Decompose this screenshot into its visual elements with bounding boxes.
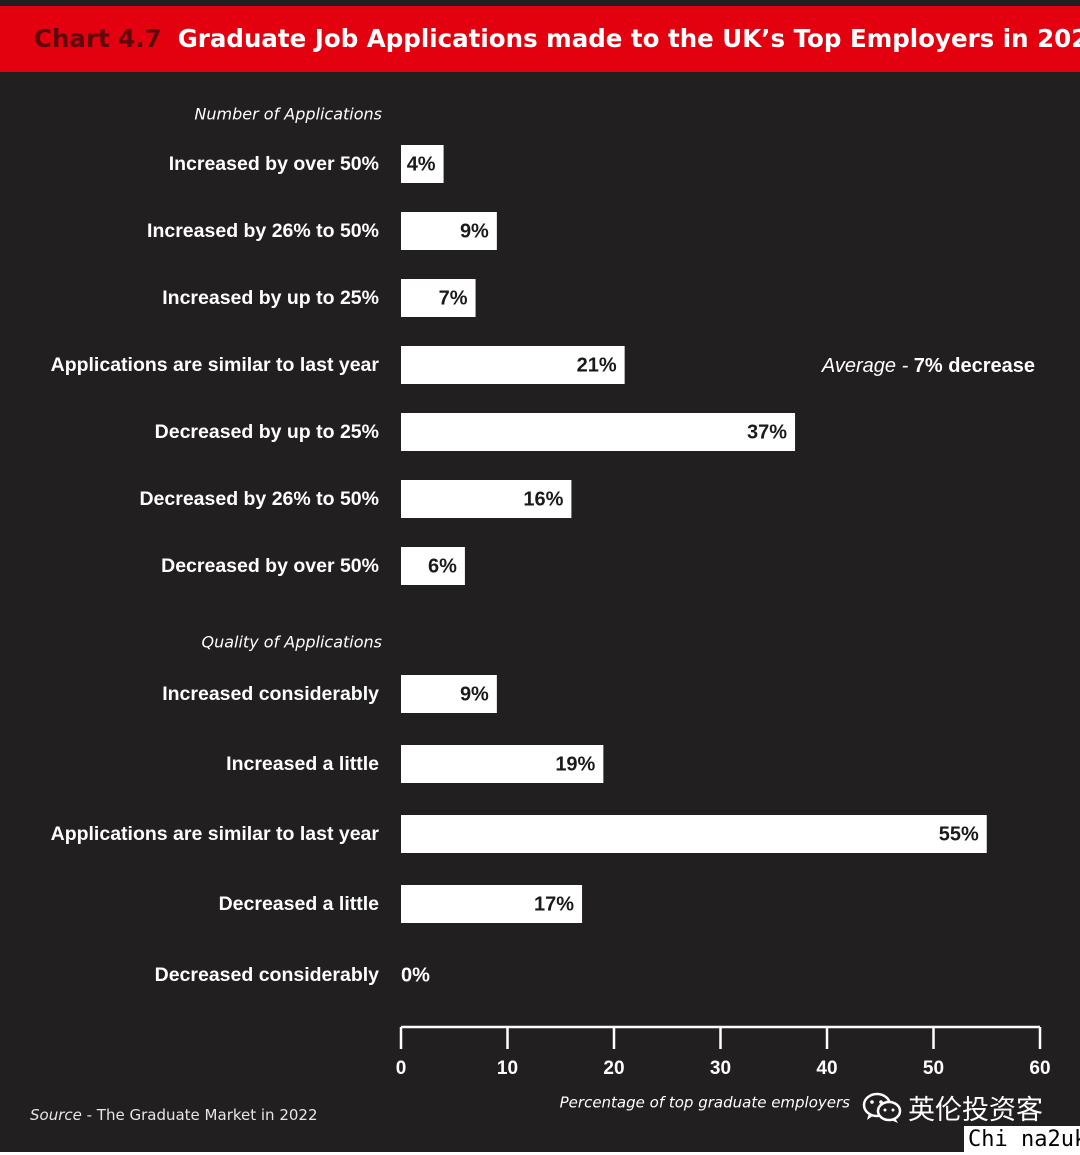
average-annotation: Average - 7% decrease: [821, 355, 1035, 377]
x-tick-label: 20: [603, 1058, 624, 1079]
chart-title: Graduate Job Applications made to the UK…: [177, 24, 1080, 53]
wechat-icon: [862, 1092, 902, 1123]
category-label: Increased by up to 25%: [162, 287, 379, 309]
category-label: Decreased by up to 25%: [155, 421, 379, 443]
x-tick-label: 50: [923, 1058, 944, 1079]
category-label: Decreased by over 50%: [161, 555, 379, 577]
x-tick-label: 10: [497, 1058, 518, 1079]
bar-value-label: 16%: [523, 488, 563, 510]
category-label: Applications are similar to last year: [51, 823, 380, 845]
watermark: 英伦投资客: [862, 1088, 1043, 1127]
bar: [401, 346, 625, 384]
bar-value-label: 37%: [747, 421, 787, 443]
x-tick-label: 0: [396, 1058, 407, 1079]
category-label: Increased by over 50%: [169, 153, 379, 175]
bar: [401, 885, 583, 923]
bar: [401, 815, 987, 853]
watermark-account: 英伦投资客: [908, 1095, 1043, 1126]
bar-value-label: 55%: [939, 823, 979, 845]
bar: [401, 547, 465, 585]
x-axis-title: Percentage of top graduate employers: [560, 1094, 851, 1112]
bar: [401, 675, 497, 713]
bar-value-label: 0%: [401, 964, 430, 986]
x-tick-label: 30: [710, 1058, 731, 1079]
source-label: Source: [30, 1106, 82, 1124]
x-tick-label: 60: [1029, 1058, 1050, 1079]
bar: [401, 745, 604, 783]
bar-value-label: 21%: [577, 354, 617, 376]
group-heading: Quality of Applications: [202, 633, 383, 652]
average-annotation-prefix: Average -: [821, 355, 914, 377]
bar-value-label: 7%: [439, 287, 468, 309]
source-note: Source - The Graduate Market in 2022: [30, 1106, 318, 1124]
bar: [401, 480, 572, 518]
category-label: Increased by 26% to 50%: [147, 220, 379, 242]
category-label: Applications are similar to last year: [51, 354, 380, 376]
bar: [401, 413, 796, 451]
category-label: Increased considerably: [162, 683, 379, 705]
x-tick-label: 40: [816, 1058, 837, 1079]
bar-value-label: 17%: [534, 893, 574, 915]
category-label: Decreased by 26% to 50%: [139, 488, 379, 510]
average-annotation-value: 7% decrease: [914, 355, 1035, 377]
bar: [401, 212, 497, 250]
bar-value-label: 4%: [407, 153, 436, 175]
bar-value-label: 9%: [460, 220, 489, 242]
bar: [401, 145, 444, 183]
category-label: Increased a little: [226, 753, 379, 775]
bar-value-label: 9%: [460, 683, 489, 705]
title-band: Chart 4.7 Graduate Job Applications made …: [0, 6, 1080, 72]
source-text: - The Graduate Market in 2022: [81, 1106, 318, 1124]
category-label: Decreased considerably: [155, 964, 380, 986]
bar-value-label: 19%: [555, 753, 595, 775]
bar: [401, 279, 476, 317]
chart-number: Chart 4.7: [34, 24, 162, 53]
category-label: Decreased a little: [219, 893, 380, 915]
watermark-handle: Chi na2uk: [964, 1126, 1080, 1154]
bar-value-label: 6%: [428, 555, 457, 577]
group-heading: Number of Applications: [194, 105, 382, 124]
